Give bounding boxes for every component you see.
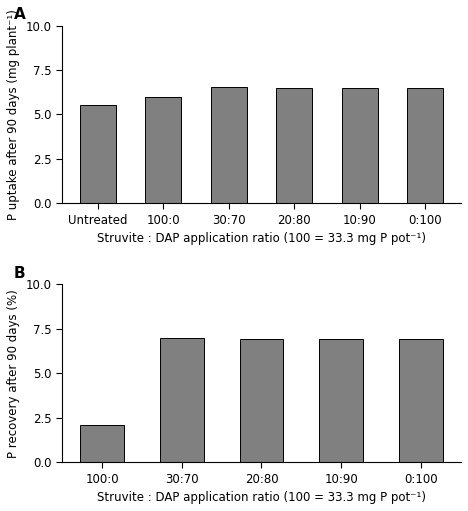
Bar (146, 97, 182, 203)
Bar (240, 339, 284, 462)
Text: B: B (14, 266, 26, 281)
Bar (80, 425, 124, 462)
Bar (342, 88, 378, 203)
X-axis label: Struvite : DAP application ratio (100 = 33.3 mg P pot⁻¹): Struvite : DAP application ratio (100 = … (97, 491, 426, 504)
X-axis label: Struvite : DAP application ratio (100 = 33.3 mg P pot⁻¹): Struvite : DAP application ratio (100 = … (97, 232, 426, 245)
Text: A: A (14, 7, 26, 22)
Bar (160, 338, 204, 462)
Bar (407, 88, 443, 203)
Bar (276, 88, 312, 203)
Bar (211, 87, 247, 203)
Bar (80, 105, 116, 203)
Bar (319, 339, 363, 462)
Y-axis label: P uptake after 90 days (mg plant⁻¹): P uptake after 90 days (mg plant⁻¹) (7, 9, 20, 220)
Y-axis label: P recovery after 90 days (%): P recovery after 90 days (%) (7, 289, 20, 458)
Bar (399, 339, 443, 462)
